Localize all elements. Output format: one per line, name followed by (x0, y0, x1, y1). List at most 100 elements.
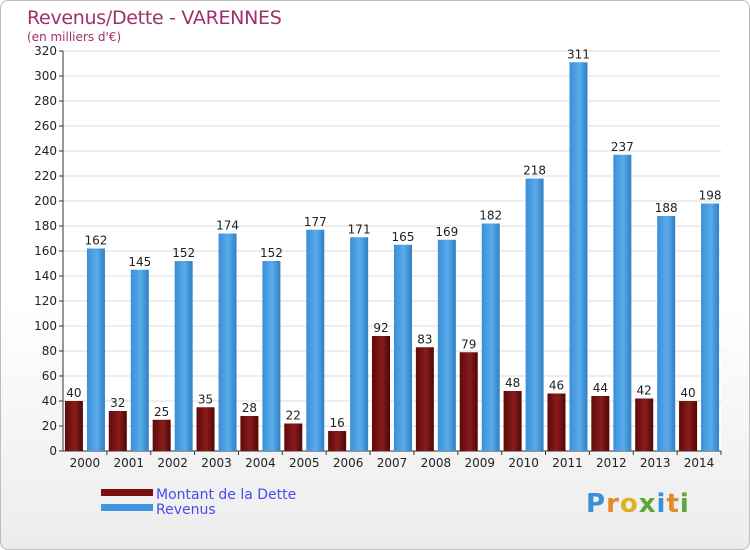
bar-dette (591, 396, 610, 451)
value-label-dette: 35 (198, 392, 213, 406)
bar-revenus (218, 233, 237, 451)
logo-letter: P (586, 489, 607, 519)
y-tick-label: 160 (34, 244, 57, 258)
bar-revenus (350, 237, 369, 451)
x-tick-label: 2010 (508, 456, 539, 470)
value-label-revenus: 162 (84, 234, 107, 248)
y-tick-label: 200 (34, 194, 57, 208)
x-tick-label: 2006 (333, 456, 364, 470)
bar-revenus (657, 216, 676, 451)
y-tick-label: 260 (34, 119, 57, 133)
legend-swatch-revenus (101, 504, 153, 511)
bar-revenus (525, 178, 544, 451)
value-label-revenus: 237 (611, 140, 634, 154)
value-label-dette: 44 (593, 381, 608, 395)
x-tick-label: 2003 (201, 456, 232, 470)
bar-revenus (306, 229, 325, 451)
x-tick-label: 2013 (640, 456, 671, 470)
value-label-revenus: 169 (435, 225, 458, 239)
y-tick-label: 240 (34, 144, 57, 158)
y-tick-label: 140 (34, 269, 57, 283)
bar-revenus (613, 154, 632, 451)
value-label-revenus: 177 (304, 215, 327, 229)
x-tick-label: 2005 (289, 456, 320, 470)
bar-revenus (130, 269, 149, 451)
logo-letter: o (619, 489, 639, 519)
y-tick-label: 300 (34, 69, 57, 83)
bar-revenus (174, 261, 193, 451)
y-tick-label: 120 (34, 294, 57, 308)
y-tick-label: 320 (34, 44, 57, 58)
y-tick-label: 40 (42, 394, 57, 408)
bar-revenus (437, 239, 456, 451)
proxiti-logo: Proxiti (586, 489, 690, 519)
y-tick-label: 60 (42, 369, 57, 383)
x-tick-label: 2011 (552, 456, 583, 470)
legend-label-dette: Montant de la Dette (156, 487, 297, 503)
value-label-dette: 83 (417, 332, 432, 346)
logo-letter: r (606, 489, 620, 519)
y-tick-label: 280 (34, 94, 57, 108)
value-label-dette: 79 (461, 337, 476, 351)
bar-dette (547, 393, 566, 451)
value-label-dette: 40 (680, 386, 695, 400)
x-tick-label: 2012 (596, 456, 627, 470)
x-tick-label: 2002 (157, 456, 188, 470)
y-tick-label: 180 (34, 219, 57, 233)
y-tick-label: 220 (34, 169, 57, 183)
bar-dette (415, 347, 434, 451)
bar-revenus (394, 244, 412, 451)
x-tick-label: 2004 (245, 456, 276, 470)
value-label-dette: 28 (242, 401, 257, 415)
value-label-revenus: 152 (172, 246, 195, 260)
bar-revenus (481, 223, 500, 451)
bar-revenus (569, 62, 588, 451)
value-label-revenus: 182 (479, 209, 502, 223)
bar-dette (459, 352, 478, 451)
bar-dette (152, 419, 171, 451)
bar-dette (679, 401, 698, 451)
y-tick-label: 20 (42, 419, 57, 433)
value-label-dette: 25 (154, 405, 169, 419)
value-label-revenus: 165 (392, 230, 415, 244)
value-label-revenus: 198 (699, 189, 722, 203)
value-label-dette: 32 (110, 396, 125, 410)
bar-revenus (262, 261, 281, 451)
logo-letter: t (666, 489, 680, 519)
x-tick-label: 2014 (684, 456, 715, 470)
bar-dette (328, 431, 347, 451)
value-label-dette: 92 (373, 321, 388, 335)
chart-title: Revenus/Dette - VARENNES (27, 7, 282, 29)
x-tick-label: 2001 (114, 456, 145, 470)
bar-revenus (86, 248, 105, 451)
bar-dette (372, 336, 390, 451)
x-tick-label: 2008 (421, 456, 452, 470)
bar-dette (240, 416, 259, 451)
value-label-revenus: 188 (655, 201, 678, 215)
value-label-dette: 42 (637, 384, 652, 398)
value-label-dette: 16 (329, 416, 344, 430)
y-tick-label: 100 (34, 319, 57, 333)
bar-dette (64, 401, 83, 451)
bar-dette (503, 391, 522, 451)
legend-label-revenus: Revenus (156, 502, 216, 518)
value-label-dette: 22 (286, 409, 301, 423)
bar-revenus (701, 203, 720, 451)
value-label-dette: 40 (66, 386, 81, 400)
legend-swatch-dette (101, 489, 153, 496)
chart-subtitle: (en milliers d'€) (27, 30, 122, 44)
value-label-revenus: 171 (348, 222, 371, 236)
bar-dette (635, 398, 654, 451)
logo-letter: i (679, 489, 690, 519)
bar-dette (108, 411, 127, 451)
bar-dette (196, 407, 215, 451)
value-label-revenus: 174 (216, 219, 239, 233)
logo-letter: i (656, 489, 667, 519)
y-tick-label: 80 (42, 344, 57, 358)
value-label-revenus: 218 (523, 164, 546, 178)
x-tick-label: 2009 (464, 456, 495, 470)
bar-dette (284, 423, 303, 451)
value-label-revenus: 311 (567, 47, 590, 61)
